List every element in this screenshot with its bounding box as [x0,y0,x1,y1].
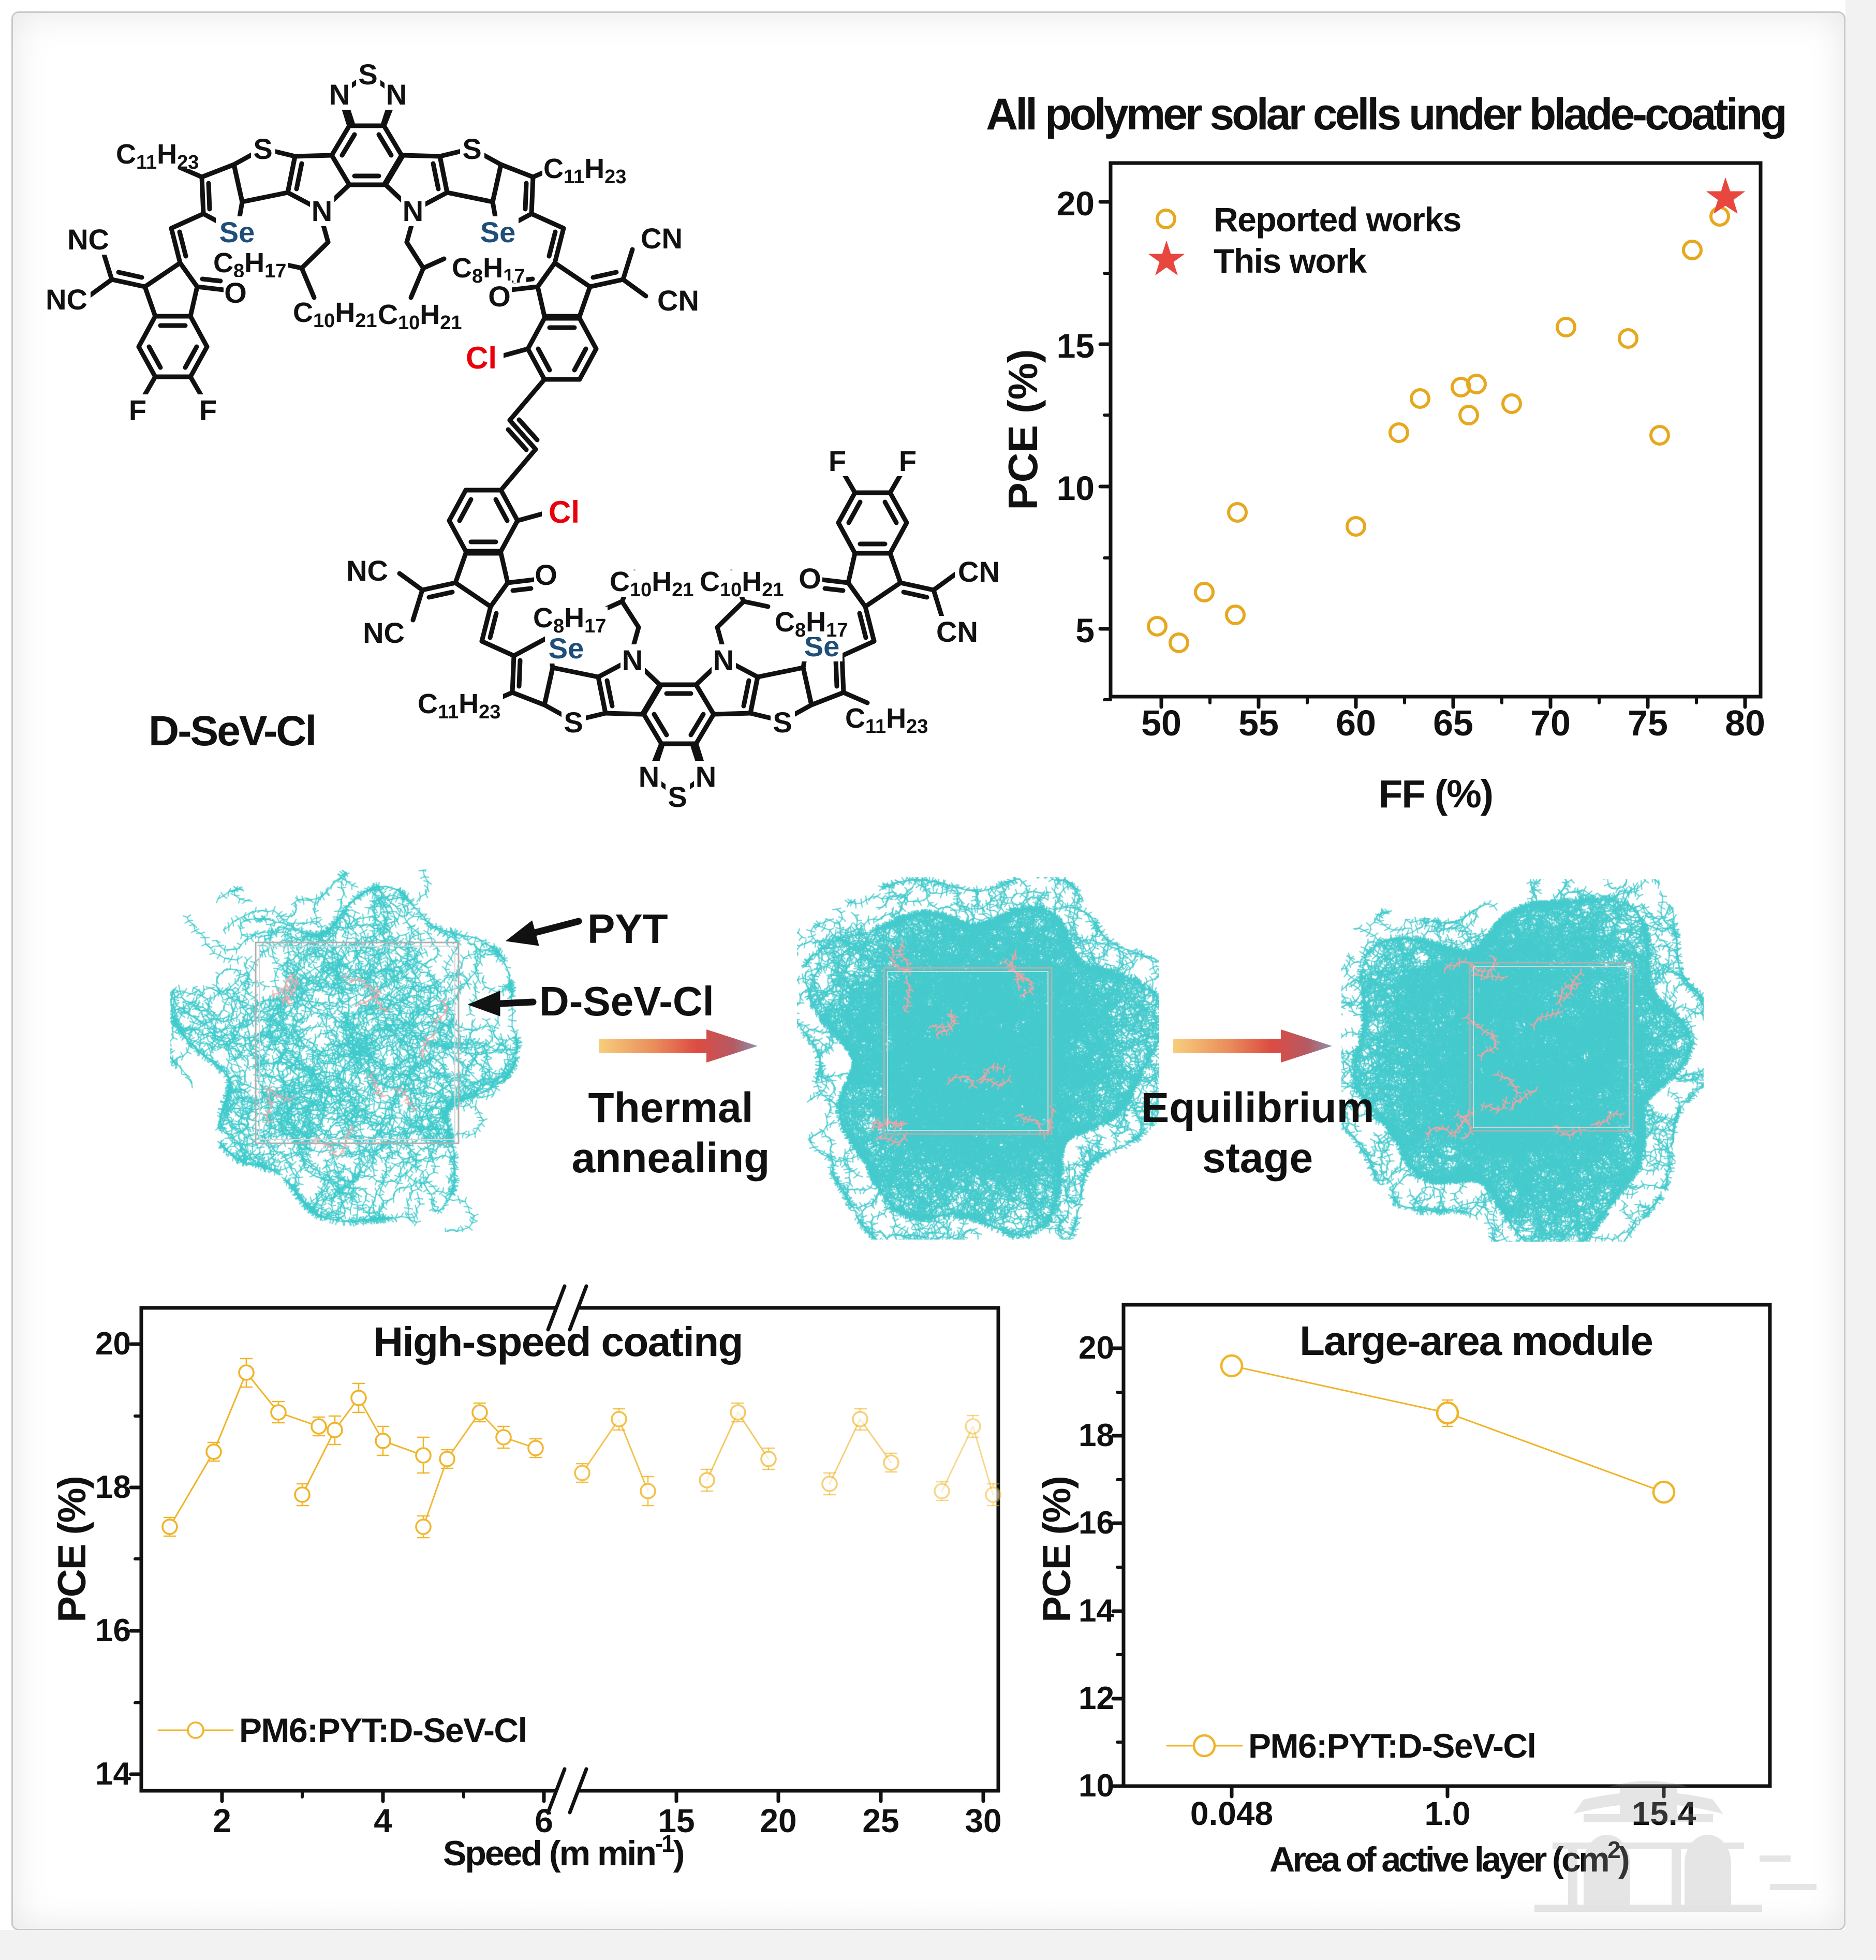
svg-text:F: F [129,394,146,426]
svg-text:stage: stage [1202,1134,1313,1182]
svg-text:S: S [668,780,687,813]
svg-text:CN: CN [657,284,699,317]
svg-text:5: 5 [1075,611,1095,650]
svg-text:FF (%): FF (%) [1379,772,1493,816]
svg-text:25: 25 [862,1802,899,1839]
svg-text:S: S [253,132,272,165]
svg-text:F: F [829,445,846,477]
svg-text:F: F [899,445,917,477]
svg-text:annealing: annealing [572,1134,770,1182]
svg-text:C11H23: C11H23 [845,703,928,738]
svg-text:CN: CN [958,555,1000,588]
svg-text:High-speed coating: High-speed coating [373,1319,742,1365]
svg-text:S: S [358,58,377,91]
svg-text:20: 20 [95,1326,131,1362]
svg-text:S: S [773,706,792,739]
svg-text:Equilibrium: Equilibrium [1141,1084,1375,1131]
svg-text:C10H21: C10H21 [293,297,377,332]
svg-text:NC: NC [346,554,388,587]
svg-text:C8H17: C8H17 [775,607,848,641]
svg-text:18: 18 [1079,1418,1114,1453]
svg-text:15: 15 [658,1802,695,1839]
svg-text:6: 6 [535,1802,553,1839]
svg-text:O: O [535,558,557,591]
svg-text:20: 20 [1057,184,1095,223]
svg-text:N: N [713,644,734,676]
svg-text:N: N [639,760,659,793]
svg-text:N: N [403,195,423,227]
svg-text:65: 65 [1433,703,1473,743]
svg-text:NC: NC [67,223,109,256]
svg-text:0.048: 0.048 [1190,1795,1273,1832]
svg-text:Se: Se [549,632,584,665]
svg-text:N: N [386,78,407,111]
svg-text:S: S [564,706,583,739]
svg-text:D-SeV-Cl: D-SeV-Cl [149,708,315,755]
svg-text:N: N [622,644,643,676]
svg-text:75: 75 [1628,703,1668,743]
svg-text:Thermal: Thermal [588,1084,754,1131]
svg-text:Cl: Cl [549,495,580,529]
svg-text:80: 80 [1725,703,1765,743]
svg-text:O: O [224,276,247,309]
svg-text:CN: CN [641,222,683,255]
svg-text:15: 15 [1057,327,1095,365]
svg-text:N: N [696,760,716,793]
svg-text:14: 14 [95,1756,131,1792]
svg-text:1.0: 1.0 [1425,1795,1471,1832]
svg-text:Se: Se [480,216,516,248]
svg-text:S: S [462,132,481,165]
svg-text:30: 30 [965,1802,1001,1839]
svg-text:This work: This work [1214,242,1367,280]
svg-text:16: 16 [1079,1505,1114,1541]
svg-text:12: 12 [1079,1681,1114,1716]
svg-text:18: 18 [95,1469,131,1505]
svg-text:O: O [488,280,511,313]
svg-text:All polymer solar cells under: All polymer solar cells under blade-coat… [986,90,1785,139]
svg-text:60: 60 [1336,703,1376,743]
svg-text:O: O [799,562,821,595]
svg-text:C8H17: C8H17 [533,602,606,637]
svg-text:4: 4 [374,1802,392,1839]
svg-text:10: 10 [1079,1768,1114,1804]
svg-text:50: 50 [1141,703,1181,743]
svg-text:CN: CN [936,615,978,648]
svg-text:10: 10 [1057,469,1095,507]
svg-text:PYT: PYT [587,906,668,952]
svg-text:14: 14 [1079,1593,1114,1629]
svg-text:C10H21: C10H21 [700,566,784,601]
svg-text:C8H17: C8H17 [213,247,286,282]
svg-text:N: N [312,195,332,227]
svg-text:2: 2 [213,1802,231,1839]
svg-text:Area of active layer (cm2): Area of active layer (cm2) [1269,1836,1629,1879]
svg-text:N: N [329,78,350,111]
svg-text:NC: NC [363,616,405,649]
svg-text:PCE (%): PCE (%) [50,1477,94,1623]
svg-text:D-SeV-Cl: D-SeV-Cl [539,978,714,1024]
svg-text:20: 20 [760,1802,796,1839]
svg-text:PM6:PYT:D-SeV-Cl: PM6:PYT:D-SeV-Cl [1248,1727,1535,1765]
svg-text:Cl: Cl [466,341,497,375]
svg-text:15.4: 15.4 [1632,1795,1696,1832]
svg-text:20: 20 [1079,1330,1114,1366]
svg-text:PCE (%): PCE (%) [1035,1477,1079,1623]
svg-text:16: 16 [95,1613,131,1648]
svg-text:C11H23: C11H23 [418,688,500,723]
svg-text:Speed (m min-1): Speed (m min-1) [443,1830,684,1873]
svg-text:NC: NC [46,283,87,316]
svg-text:PM6:PYT:D-SeV-Cl: PM6:PYT:D-SeV-Cl [239,1711,526,1749]
svg-text:Se: Se [219,216,255,248]
svg-text:70: 70 [1530,703,1571,743]
svg-text:PCE (%): PCE (%) [1000,349,1046,510]
svg-text:F: F [199,394,217,426]
svg-text:Reported works: Reported works [1214,200,1461,239]
svg-text:55: 55 [1238,703,1279,743]
svg-text:Large-area module: Large-area module [1299,1318,1652,1364]
